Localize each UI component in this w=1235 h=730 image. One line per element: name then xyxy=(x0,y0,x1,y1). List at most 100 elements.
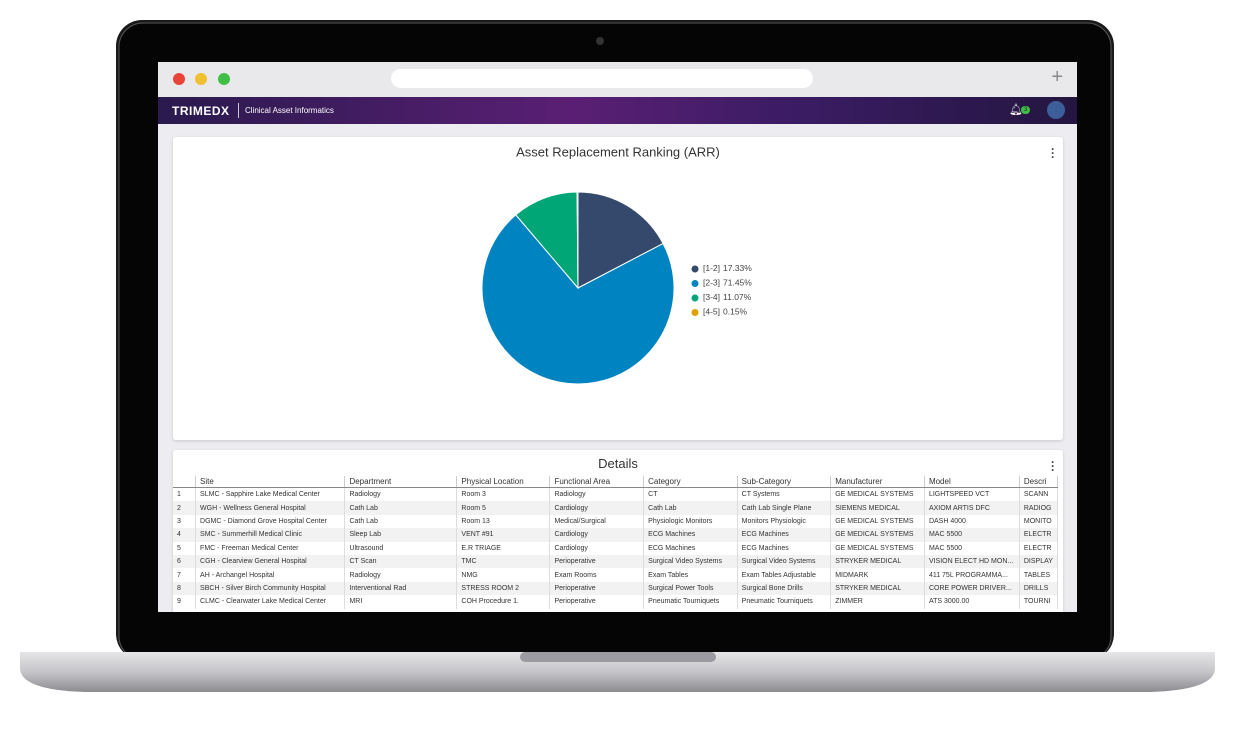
legend-label: [3-4] 11.07% xyxy=(703,292,752,302)
table-row: 7 AH - Archangel Hospital Radiology NMG Exam… xyxy=(173,568,1058,582)
screen: + TRIMEDX Clinical Asset Informatics 🔔︎ … xyxy=(158,62,1077,612)
legend-value: 0.15% xyxy=(723,307,748,317)
legend-label: [1-2] 17.33% xyxy=(703,263,752,273)
table-cell: Surgical Power Tools xyxy=(643,581,738,596)
pie-slice xyxy=(576,191,579,289)
table-cell: Perioperative xyxy=(549,595,645,609)
table-cell: Physiologic Monitors xyxy=(643,514,738,529)
table-cell: CT Scan xyxy=(344,554,458,569)
header-cell: Functional Area xyxy=(549,476,645,488)
table-cell: SBCH - Silver Birch Community Hospital xyxy=(195,581,346,596)
header-cell: Sub-Category xyxy=(737,476,832,488)
legend-value: 17.33% xyxy=(723,263,752,273)
table-cell: Room 3 xyxy=(456,487,551,502)
table-cell: VISION ELECT HD MON... xyxy=(924,554,1020,569)
row-number: 8 xyxy=(173,581,197,596)
table-cell: TOURNI xyxy=(1019,595,1058,609)
table-cell: Room 5 xyxy=(456,501,551,515)
row-number: 4 xyxy=(173,528,197,542)
table-cell: RADIOG xyxy=(1019,501,1058,515)
table-cell: DASH 4000 xyxy=(924,514,1020,529)
avatar[interactable] xyxy=(1047,101,1065,119)
table-cell: GE MEDICAL SYSTEMS xyxy=(830,514,925,529)
pie-slice xyxy=(515,191,579,290)
legend-name: [2-3] xyxy=(703,278,720,288)
table-cell: Room 13 xyxy=(456,514,551,529)
table-cell: ELECTR xyxy=(1019,541,1058,555)
table-cell: Radiology xyxy=(344,487,458,502)
legend-label: [4-5] 0.15% xyxy=(703,307,748,317)
table-cell: NMG xyxy=(456,568,551,582)
table-cell: ECG Machines xyxy=(737,541,832,555)
legend-value: 11.07% xyxy=(723,292,752,302)
header-row: Site Department Physical Location Functiona… xyxy=(173,476,1058,488)
row-number: 7 xyxy=(173,568,197,582)
table-cell: Surgical Video Systems xyxy=(737,554,832,569)
zoom-button[interactable] xyxy=(218,73,230,85)
table-cell: Ultrasound xyxy=(344,541,458,555)
table-cell: STRYKER MEDICAL xyxy=(830,554,925,569)
chart-title: Asset Replacement Ranking (ARR) xyxy=(516,144,720,159)
table-cell: MAC 5500 xyxy=(924,528,1020,542)
new-tab[interactable]: + xyxy=(1051,66,1063,88)
header-cell xyxy=(173,476,197,488)
table-cell: Medical/Surgical xyxy=(549,514,645,529)
table-cell: VENT #91 xyxy=(456,528,551,542)
divider xyxy=(238,103,239,118)
legend-name: [1-2] xyxy=(703,263,720,273)
legend-swatch xyxy=(691,294,699,302)
table-cell: Exam Tables xyxy=(643,568,738,582)
table-cell: Surgical Video Systems xyxy=(643,554,738,569)
menu[interactable]: · · · xyxy=(1051,142,1055,164)
row-number: 3 xyxy=(173,514,197,529)
table-cell: Interventional Rad xyxy=(344,581,458,596)
table-cell: Cath Lab xyxy=(344,501,458,515)
table-cell: AXIOM ARTIS DFC xyxy=(924,501,1020,515)
legend-value: 71.45% xyxy=(723,278,752,288)
table-cell: CORE POWER DRIVER... xyxy=(924,581,1020,596)
table-cell: DGMC - Diamond Grove Hospital Center xyxy=(195,514,346,529)
table-cell: Exam Rooms xyxy=(549,568,645,582)
table-cell: COH Procedure 1. xyxy=(456,595,551,609)
brand[interactable]: TRIMEDX xyxy=(172,104,230,118)
table-cell: TMC xyxy=(456,554,551,569)
minimize-button[interactable] xyxy=(195,73,207,85)
row-number: 1 xyxy=(173,487,197,502)
table-cell: Pneumatic Tourniquets xyxy=(737,595,832,609)
table-cell: MIDMARK xyxy=(830,568,925,582)
pie-chart: Asset Replacement Ranking (ARR) [1-2] 17.… xyxy=(481,144,752,385)
table-wrap: Site Department Physical Location Functiona… xyxy=(173,476,1058,612)
table-cell: MONITO xyxy=(1019,514,1058,529)
table-cell: Radiology xyxy=(549,487,645,502)
table-cell: Pneumatic Tourniquets xyxy=(643,595,738,609)
table-cell: SCANN xyxy=(1019,487,1058,502)
laptop-base xyxy=(20,652,1215,692)
table-cell: Cardiology xyxy=(549,541,645,555)
menu[interactable]: · · · xyxy=(1051,455,1055,477)
table-cell: CT xyxy=(643,487,738,502)
table-row: 2 WGH - Wellness General Hospital Cath Lab… xyxy=(173,501,1058,515)
table-cell: Cath Lab xyxy=(344,514,458,529)
table-cell: Radiology xyxy=(344,568,458,582)
table-row: 3 DGMC - Diamond Grove Hospital Center Cat… xyxy=(173,514,1058,529)
table-cell: Monitors Physiologic xyxy=(737,514,832,529)
header-cell: Category xyxy=(643,476,738,488)
row-number: 5 xyxy=(173,541,197,555)
browser-toolbar: + xyxy=(158,62,1077,97)
table-cell: 411 75L PROGRAMMA... xyxy=(924,568,1020,582)
bell[interactable]: 🔔︎ xyxy=(1009,104,1023,116)
table-cell: CGH - Clearview General Hospital xyxy=(195,554,346,569)
table-cell: CT Systems xyxy=(737,487,832,502)
header-cell: Site xyxy=(195,476,346,488)
close-button[interactable] xyxy=(173,73,185,85)
table-cell: GE MEDICAL SYSTEMS xyxy=(830,528,925,542)
table-cell: ATS 3000.00 xyxy=(924,595,1020,609)
table-row: 8 SBCH - Silver Birch Community Hospital I… xyxy=(173,581,1058,596)
table-cell: STRESS ROOM 2 xyxy=(456,581,551,596)
table-cell: Perioperative xyxy=(549,554,645,569)
row-number: 6 xyxy=(173,554,197,569)
legend-swatch xyxy=(691,280,699,287)
address-bar[interactable] xyxy=(391,69,813,88)
table-cell: GE MEDICAL SYSTEMS xyxy=(830,541,925,555)
